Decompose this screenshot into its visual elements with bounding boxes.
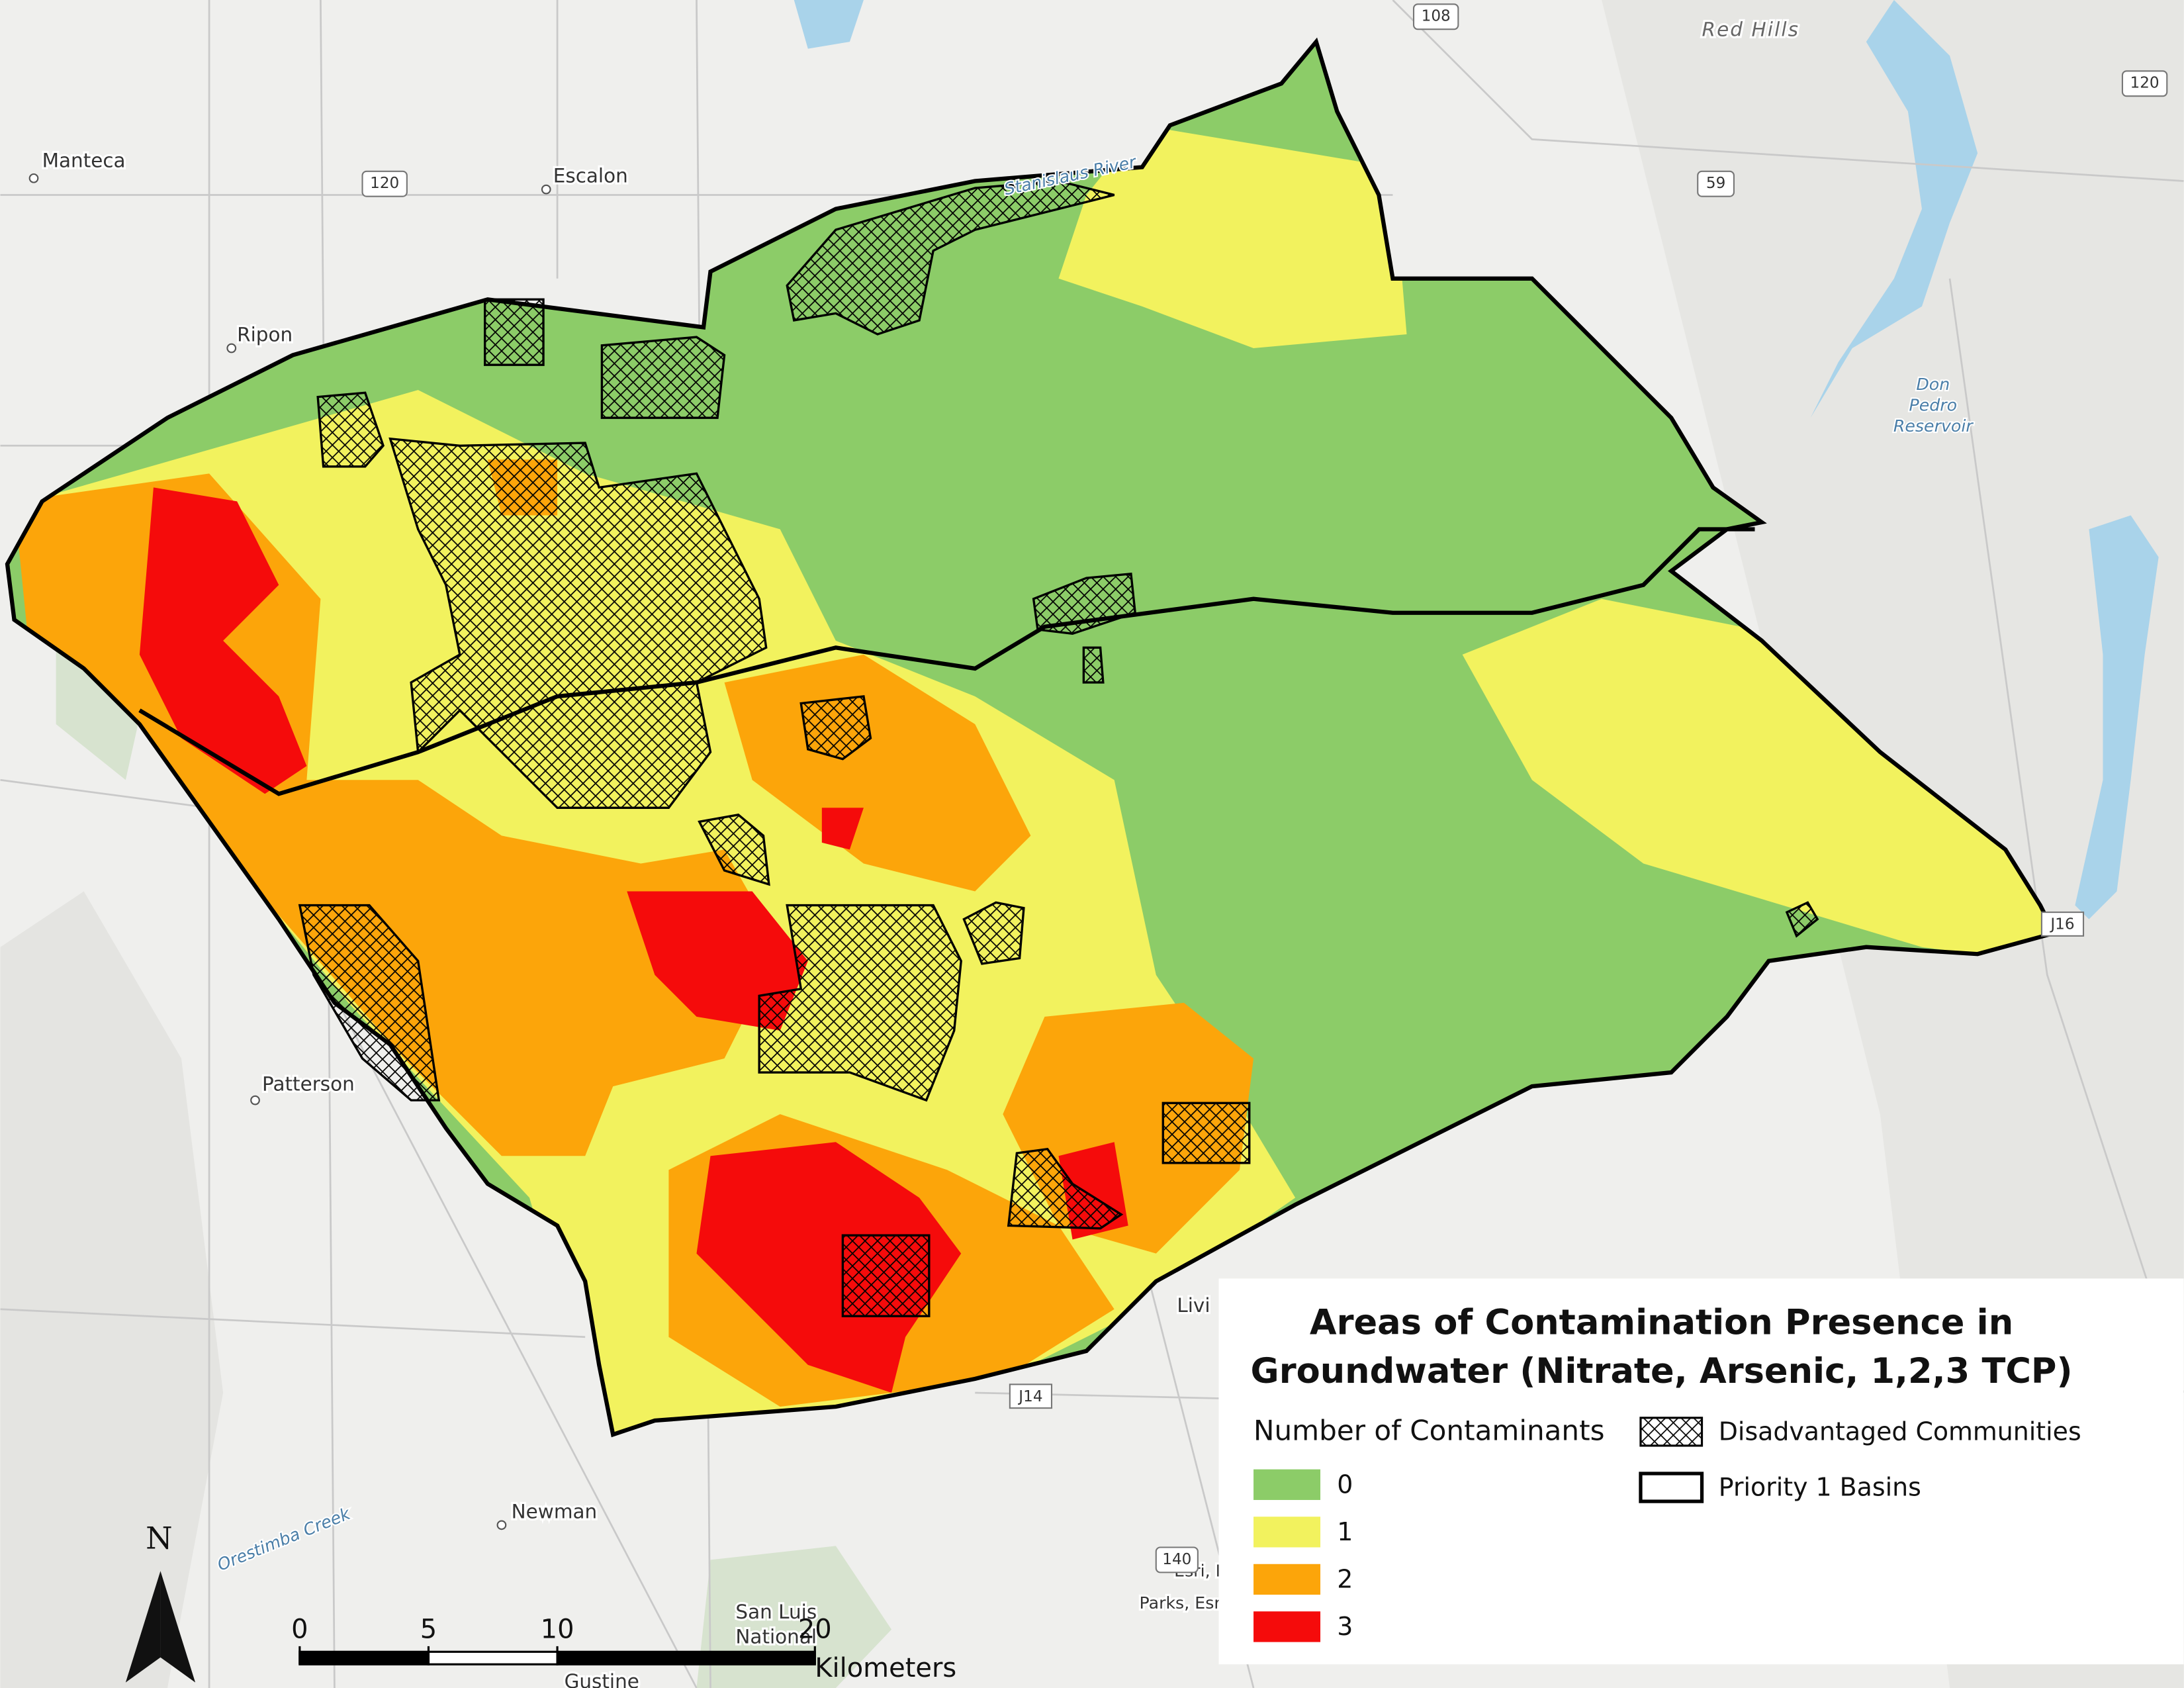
- dac-polygon: [1785, 901, 1819, 938]
- legend-classes: 0 1 2 3: [1253, 1469, 1353, 1642]
- road-label: J14: [1017, 1388, 1042, 1405]
- road-label: 140: [1162, 1551, 1191, 1568]
- legend-label: 3: [1337, 1612, 1353, 1641]
- legend-label: 1: [1337, 1517, 1353, 1546]
- road-label: 120: [370, 175, 399, 192]
- disadvantaged-communities: [298, 179, 1819, 1317]
- dac-polygon: [758, 904, 962, 1102]
- road-label: 59: [1706, 175, 1725, 192]
- dac-polygon: [1007, 1147, 1124, 1230]
- dac-polygon: [841, 1234, 931, 1317]
- dac-polygon: [483, 298, 545, 366]
- scale-label: 10: [541, 1614, 574, 1644]
- scale-unit: Kilometers: [815, 1653, 956, 1683]
- place-label: Gustine: [565, 1670, 639, 1688]
- place-label: Manteca: [42, 149, 126, 171]
- water-body: [2075, 515, 2159, 919]
- legend-label: 0: [1337, 1470, 1353, 1499]
- scale-segment: [556, 1650, 816, 1665]
- legend-swatch: [1639, 1417, 1704, 1447]
- dac-polygon: [799, 695, 872, 761]
- place-label: National: [735, 1626, 817, 1648]
- legend-title: Areas of Contamination Presence in: [1310, 1303, 2013, 1343]
- place-label: Newman: [512, 1500, 598, 1523]
- place-label: Ripon: [237, 323, 293, 346]
- place-label: Red Hills: [1702, 19, 1800, 41]
- legend-label: 2: [1337, 1565, 1353, 1594]
- place-label: Livi: [1177, 1294, 1210, 1317]
- place-label: Escalon: [553, 165, 628, 187]
- legend-swatch: [1639, 1472, 1704, 1503]
- dac-polygon: [316, 391, 385, 468]
- zone-2: [14, 459, 1254, 1407]
- water-body: [794, 0, 864, 49]
- scale-bar: Kilometers 0 5 10 20: [291, 1614, 956, 1683]
- dac-polygon: [698, 814, 770, 886]
- zone-3: [139, 487, 1128, 1393]
- dac-polygon: [962, 901, 1025, 965]
- basin-divider: [138, 527, 1755, 796]
- water-label: Pedro: [1909, 396, 1958, 415]
- scale-segment: [298, 1650, 430, 1665]
- scale-label: 5: [420, 1614, 437, 1644]
- water-body: [1810, 0, 1978, 418]
- place-labels: Manteca Escalon Ripon Patterson Newman L…: [28, 17, 1975, 1688]
- water-label: Don: [1916, 375, 1950, 394]
- legend-label: Disadvantaged Communities: [1719, 1417, 2081, 1446]
- legend-title: Groundwater (Nitrate, Arsenic, 1,2,3 TCP…: [1251, 1351, 2073, 1391]
- dac-polygon: [600, 336, 726, 419]
- legend-box: [1218, 1278, 2184, 1665]
- legend-swatch: [1253, 1469, 1321, 1500]
- place-label: Patterson: [262, 1072, 355, 1095]
- scale-segment: [427, 1650, 559, 1665]
- legend-swatch: [1253, 1517, 1321, 1548]
- legend-label: Priority 1 Basins: [1719, 1473, 1921, 1502]
- legend-swatch: [1253, 1611, 1321, 1642]
- dac-polygon: [1161, 1102, 1251, 1164]
- road-shields: 108 120 120 59 J16 J14 140: [361, 3, 2168, 1573]
- dac-polygon: [786, 179, 1115, 336]
- road-label: 120: [2130, 75, 2160, 92]
- legend-subtitle: Number of Contaminants: [1253, 1414, 1604, 1446]
- water-label: Reservoir: [1893, 416, 1974, 436]
- road-label: 108: [1422, 8, 1451, 25]
- scale-label: 0: [291, 1614, 308, 1644]
- legend-swatch: [1253, 1564, 1321, 1595]
- dac-polygon: [388, 437, 768, 809]
- legend: Areas of Contamination Presence in Groun…: [1218, 1278, 2184, 1665]
- north-label: N: [146, 1521, 172, 1556]
- scale-label: 20: [798, 1614, 832, 1644]
- north-arrow: N: [125, 1521, 196, 1683]
- place-label: San Luis: [735, 1601, 817, 1623]
- terrain: [0, 891, 224, 1688]
- dac-polygon: [1082, 646, 1105, 684]
- road-label: J16: [2049, 916, 2074, 933]
